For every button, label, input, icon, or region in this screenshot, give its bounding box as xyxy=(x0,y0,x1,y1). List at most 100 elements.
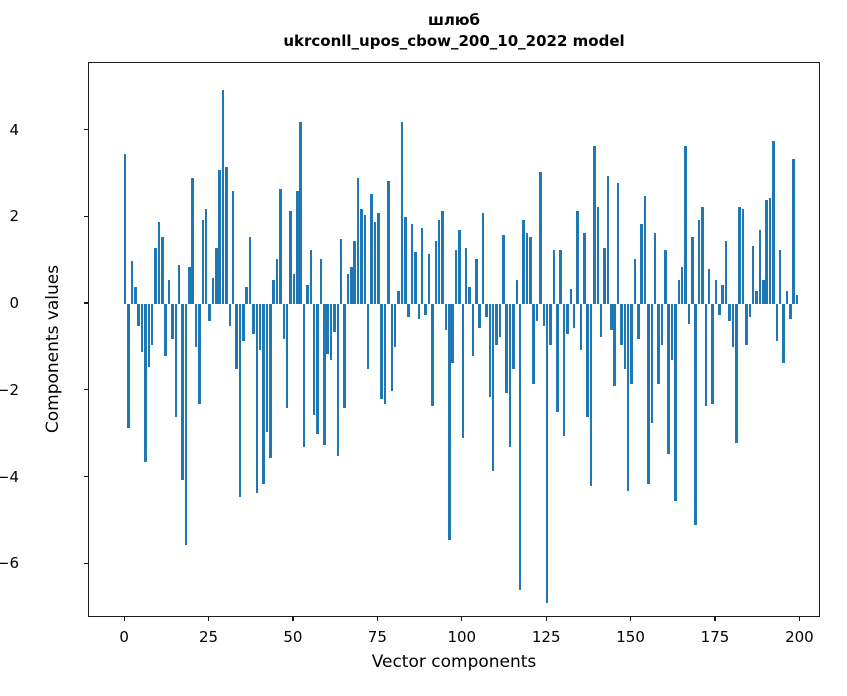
x-tick-label: 150 xyxy=(616,628,645,646)
bar xyxy=(650,304,654,424)
bar xyxy=(515,280,519,305)
bar xyxy=(201,219,205,305)
bar xyxy=(586,304,589,417)
bar xyxy=(677,280,681,305)
bar xyxy=(242,304,245,341)
bar xyxy=(583,232,586,305)
bar xyxy=(518,304,522,591)
bar xyxy=(768,197,772,305)
bar xyxy=(377,213,380,305)
bar xyxy=(188,267,191,305)
bar xyxy=(441,210,444,305)
bar xyxy=(653,232,657,305)
bar xyxy=(478,304,481,328)
bar xyxy=(360,208,363,305)
bar xyxy=(505,304,508,393)
bar xyxy=(319,258,323,305)
bar xyxy=(431,304,434,406)
bar xyxy=(724,241,728,305)
bar xyxy=(741,208,745,305)
bar xyxy=(262,304,265,485)
y-tick-mark xyxy=(84,389,88,391)
bar xyxy=(714,280,718,305)
bar xyxy=(410,223,414,305)
bar xyxy=(772,141,775,305)
bar xyxy=(674,304,677,502)
bar xyxy=(323,304,326,445)
plot-area xyxy=(88,62,820,617)
y-tick-mark xyxy=(84,475,88,478)
bar xyxy=(566,304,569,335)
bar xyxy=(532,304,535,385)
bar xyxy=(316,304,319,435)
bar xyxy=(738,206,741,305)
bar xyxy=(255,304,259,493)
bar xyxy=(397,291,400,305)
bar xyxy=(640,223,643,305)
bar xyxy=(545,304,549,604)
bar xyxy=(339,239,343,305)
y-tick-mark xyxy=(84,215,88,217)
bar xyxy=(312,304,316,415)
y-tick-label: −6 xyxy=(0,554,19,573)
bar xyxy=(424,304,427,315)
chart-title: шлюб xyxy=(428,11,480,29)
bar xyxy=(157,221,161,305)
bar xyxy=(751,245,755,305)
bar xyxy=(633,258,637,305)
bar xyxy=(299,121,302,305)
bar xyxy=(626,304,630,491)
bar xyxy=(383,304,387,404)
bar xyxy=(329,304,333,361)
bar xyxy=(664,249,667,305)
chart-subtitle: ukrconll_upos_cbow_200_10_2022 model xyxy=(283,32,625,50)
bar xyxy=(296,191,299,305)
bar xyxy=(765,200,768,305)
bar xyxy=(400,121,404,305)
bar xyxy=(748,304,751,318)
bar xyxy=(417,304,421,320)
bar xyxy=(475,258,478,305)
bar xyxy=(204,208,208,305)
bar xyxy=(309,249,313,305)
bar xyxy=(366,304,370,370)
bar xyxy=(579,304,583,350)
y-tick-mark xyxy=(84,302,88,304)
bar xyxy=(171,304,174,339)
bar xyxy=(572,304,576,328)
bar xyxy=(140,304,144,352)
bar xyxy=(643,195,647,305)
bar xyxy=(502,234,505,305)
bar xyxy=(667,304,670,454)
bar xyxy=(279,189,282,305)
bar xyxy=(238,304,242,498)
bar xyxy=(225,167,228,305)
bar xyxy=(194,304,198,348)
bar xyxy=(177,265,181,305)
bar xyxy=(363,215,367,305)
bar xyxy=(680,267,684,305)
x-tick-label: 25 xyxy=(198,628,219,646)
bar xyxy=(657,304,660,385)
bar xyxy=(552,249,556,305)
x-tick-mark xyxy=(714,617,716,621)
bar xyxy=(134,286,137,305)
bar xyxy=(589,304,593,487)
bar xyxy=(535,304,539,322)
bar xyxy=(660,304,664,346)
bar xyxy=(454,249,458,305)
bar xyxy=(745,304,748,346)
bar xyxy=(481,213,485,305)
bar xyxy=(468,286,471,305)
y-tick-label: −2 xyxy=(0,380,19,399)
bar xyxy=(549,304,552,346)
bar xyxy=(144,304,147,463)
y-tick-label: 2 xyxy=(9,207,19,226)
bar xyxy=(150,304,154,346)
bar xyxy=(434,241,437,305)
bar xyxy=(393,304,397,348)
bar xyxy=(728,304,731,322)
y-axis-label: Components values xyxy=(43,264,63,434)
bar xyxy=(599,304,603,337)
